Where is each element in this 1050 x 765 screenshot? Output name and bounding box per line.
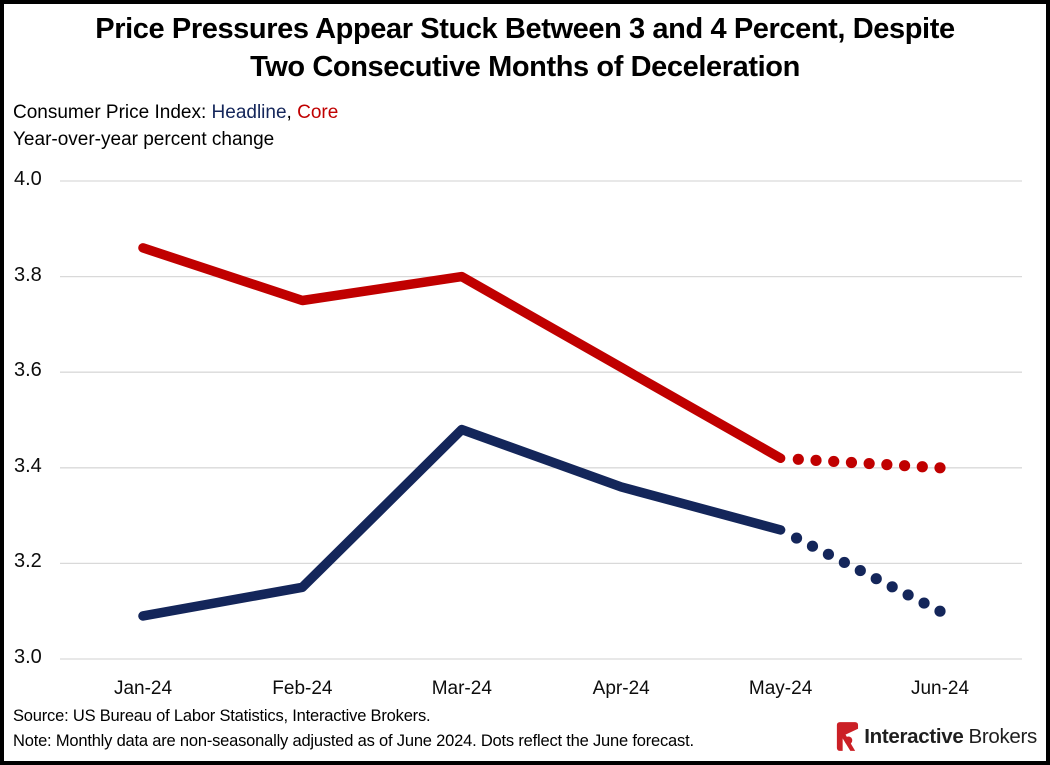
core-forecast-dot bbox=[828, 455, 840, 468]
headline-forecast-dot bbox=[886, 581, 898, 593]
core-forecast-dot bbox=[792, 453, 804, 465]
axis-units-label: Year-over-year percent change bbox=[13, 129, 275, 150]
headline-forecast-dot bbox=[918, 597, 930, 609]
core-forecast-dot bbox=[845, 456, 858, 469]
core-forecast-dot bbox=[863, 457, 875, 470]
core-forecast-dot bbox=[881, 459, 893, 471]
headline-forecast-dot bbox=[870, 573, 882, 585]
legend-prefix: Consumer Price Index: bbox=[13, 102, 212, 123]
core-forecast-dot bbox=[916, 461, 928, 473]
headline-forecast-dot bbox=[934, 605, 946, 617]
chart-legend: Consumer Price Index: Headline, Core bbox=[13, 102, 338, 124]
interactive-brokers-logo: Interactive Brokers bbox=[834, 721, 1037, 752]
logo-text-interactive: Interactive bbox=[864, 724, 964, 748]
headline-line bbox=[138, 424, 786, 621]
headline-forecast-dot bbox=[838, 556, 850, 569]
legend-separator: , bbox=[286, 102, 298, 123]
headline-forecast-dot bbox=[790, 532, 803, 544]
headline-forecast-dot bbox=[854, 564, 866, 577]
chart-title-line1: Price Pressures Appear Stuck Between 3 a… bbox=[95, 13, 955, 45]
logo-text-brokers: Brokers bbox=[968, 724, 1037, 748]
methodology-note: Note: Monthly data are non-seasonally ad… bbox=[13, 732, 694, 750]
headline-forecast-dot bbox=[806, 540, 819, 552]
source-note: Source: US Bureau of Labor Statistics, I… bbox=[13, 707, 431, 725]
legend-core-label: Core bbox=[297, 102, 339, 123]
interactive-brokers-icon bbox=[837, 722, 859, 751]
core-forecast-dot bbox=[934, 462, 946, 474]
chart-title-line2: Two Consecutive Months of Deceleration bbox=[250, 51, 800, 83]
headline-forecast-dot bbox=[902, 589, 914, 601]
headline-forecast-dot bbox=[822, 548, 835, 560]
chart-title: Price Pressures Appear Stuck Between 3 a… bbox=[0, 10, 1050, 86]
legend-headline-label: Headline bbox=[211, 102, 287, 123]
core-line bbox=[138, 243, 786, 463]
core-forecast-dot bbox=[810, 454, 822, 466]
core-forecast-dot bbox=[898, 460, 911, 472]
